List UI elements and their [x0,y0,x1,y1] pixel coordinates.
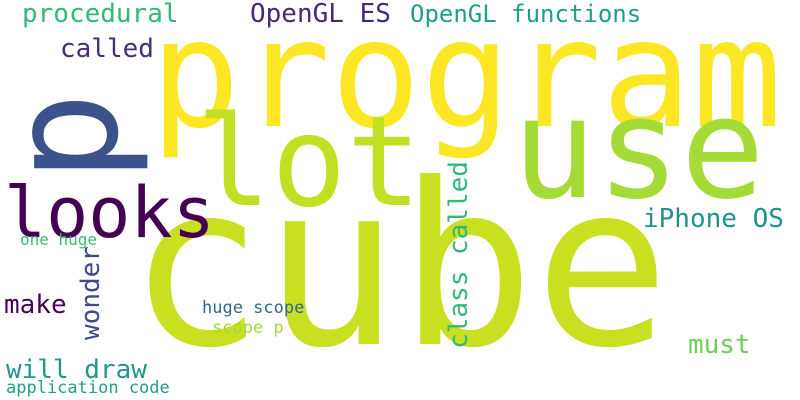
word-make: make [4,290,67,320]
word-scope-p: scope p [212,318,284,338]
word-huge-scope: huge scope [202,298,305,318]
word-called: called [60,34,154,64]
word-procedural: procedural [22,0,179,29]
word-program: program [150,0,783,162]
word-looks: looks [4,172,215,254]
word-cube: cube [128,136,670,398]
word-opengl-functions: OpenGL functions [410,0,642,28]
word-will-draw: will draw [6,355,147,385]
word-one-huge: one huge [20,230,98,249]
word-application-code: application code [6,378,170,398]
word-use: use [512,68,765,231]
word-lot: lot [196,90,422,235]
word-class-called: class called [443,161,474,349]
word-must: must [688,330,751,360]
word-opengl-es: OpenGL ES [250,0,391,29]
word-p: p [0,92,152,182]
word-iphone-os: iPhone OS [643,204,784,234]
word-wonder: wonder [75,246,106,340]
